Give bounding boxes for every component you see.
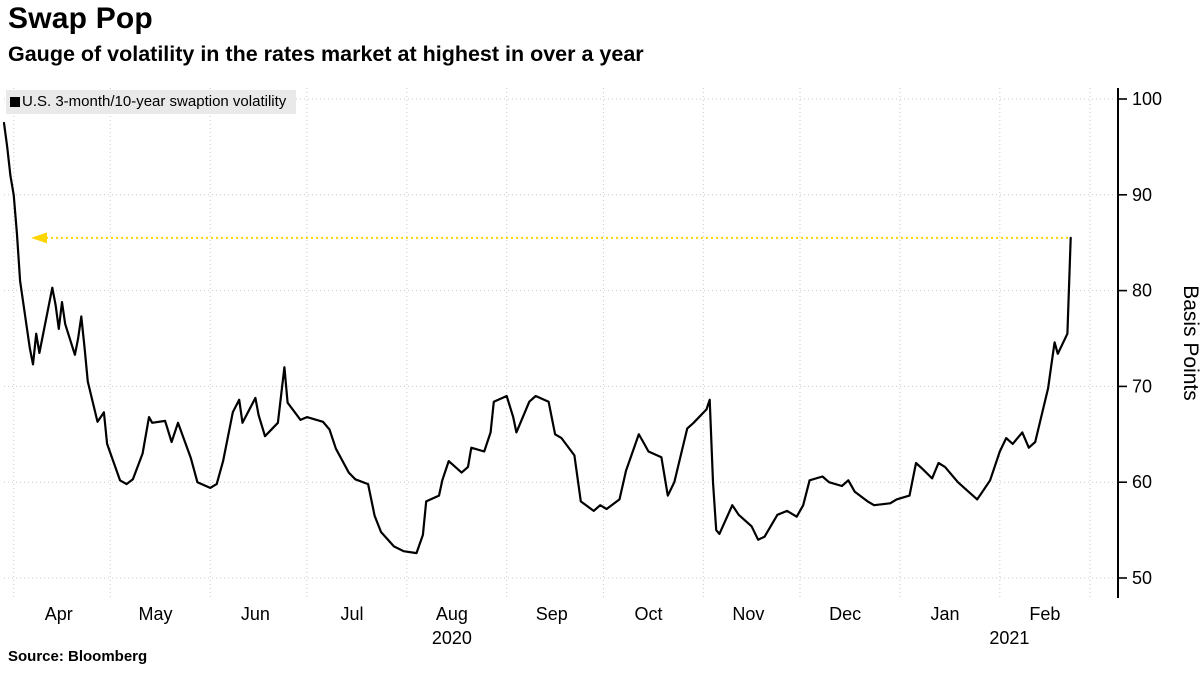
- reference-line-arrow-icon: [31, 232, 47, 244]
- x-month-label: Sep: [536, 604, 568, 624]
- legend-label: U.S. 3-month/10-year swaption volatility: [22, 93, 287, 110]
- x-year-label: 2020: [432, 628, 472, 648]
- x-month-label: Jul: [340, 604, 363, 624]
- source-note: Source: Bloomberg: [8, 648, 148, 665]
- x-month-label: Jun: [241, 604, 270, 624]
- legend-swatch-icon: [10, 96, 20, 107]
- x-year-label: 2021: [989, 628, 1029, 648]
- y-axis-title: Basis Points: [1179, 285, 1200, 401]
- y-tick-label: 90: [1132, 185, 1152, 205]
- y-tick-label: 70: [1132, 376, 1152, 396]
- series-line: [2, 121, 1072, 555]
- x-month-label: Apr: [45, 604, 73, 624]
- y-tick-label: 60: [1132, 472, 1152, 492]
- legend: U.S. 3-month/10-year swaption volatility: [6, 90, 297, 114]
- y-tick-label: 100: [1132, 89, 1162, 109]
- page-title: Swap Pop: [8, 2, 153, 35]
- page-subtitle: Gauge of volatility in the rates market …: [8, 42, 644, 66]
- x-month-label: Nov: [732, 604, 764, 624]
- x-month-label: Feb: [1029, 604, 1060, 624]
- x-month-label: Oct: [634, 604, 662, 624]
- x-month-label: Aug: [436, 604, 468, 624]
- x-month-label: Dec: [829, 604, 861, 624]
- x-month-label: Jan: [930, 604, 959, 624]
- x-month-label: May: [138, 604, 172, 624]
- y-tick-label: 50: [1132, 568, 1152, 588]
- y-tick-label: 80: [1132, 281, 1152, 301]
